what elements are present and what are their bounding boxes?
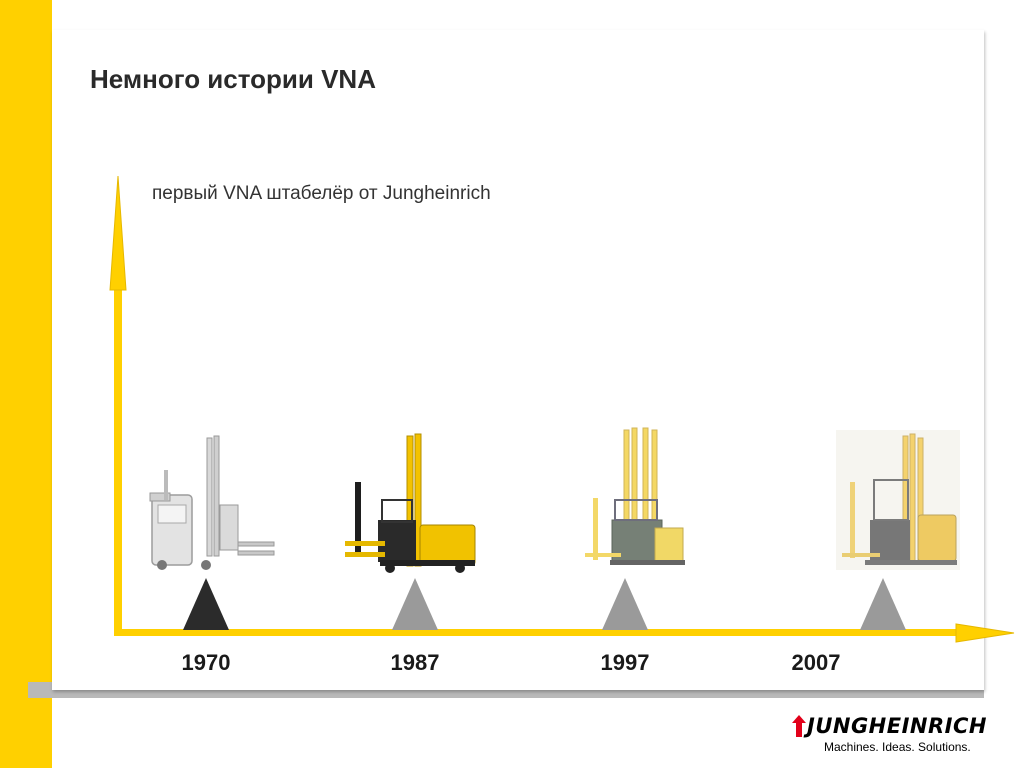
forklift-1997-icon bbox=[585, 427, 685, 565]
year-label-1997: 1997 bbox=[600, 650, 650, 675]
timeline-marker-1997 bbox=[602, 578, 648, 630]
horizontal-axis bbox=[114, 629, 964, 636]
brand-name: JUNGHEINRICH bbox=[807, 714, 987, 738]
forklift-1987-icon bbox=[345, 433, 476, 573]
slide-subtitle: первый VNA штабелёр от Jungheinrich bbox=[152, 183, 491, 204]
timeline-marker-2007 bbox=[860, 578, 906, 630]
forklift-2007-icon bbox=[836, 430, 960, 570]
timeline-marker-1970 bbox=[183, 578, 229, 630]
brand-block: JUNGHEINRICH Machines. Ideas. Solutions. bbox=[792, 714, 992, 754]
year-label-1970: 1970 bbox=[181, 650, 231, 675]
brand-arrow-icon bbox=[792, 715, 806, 737]
vertical-axis bbox=[114, 240, 122, 636]
forklift-1970-icon bbox=[149, 435, 275, 570]
side-accent-bar bbox=[0, 0, 52, 768]
slide-panel bbox=[52, 30, 984, 690]
year-label-2007: 2007 bbox=[791, 650, 841, 675]
timeline-marker-1987 bbox=[392, 578, 438, 630]
vertical-axis-arrow bbox=[109, 175, 127, 291]
slide-title: Немного истории VNA bbox=[90, 64, 376, 94]
brand-tagline: Machines. Ideas. Solutions. bbox=[824, 740, 971, 754]
year-label-1987: 1987 bbox=[390, 650, 440, 675]
horizontal-axis-arrow bbox=[955, 623, 1015, 643]
jungheinrich-logo-icon: JUNGHEINRICH bbox=[792, 714, 992, 738]
